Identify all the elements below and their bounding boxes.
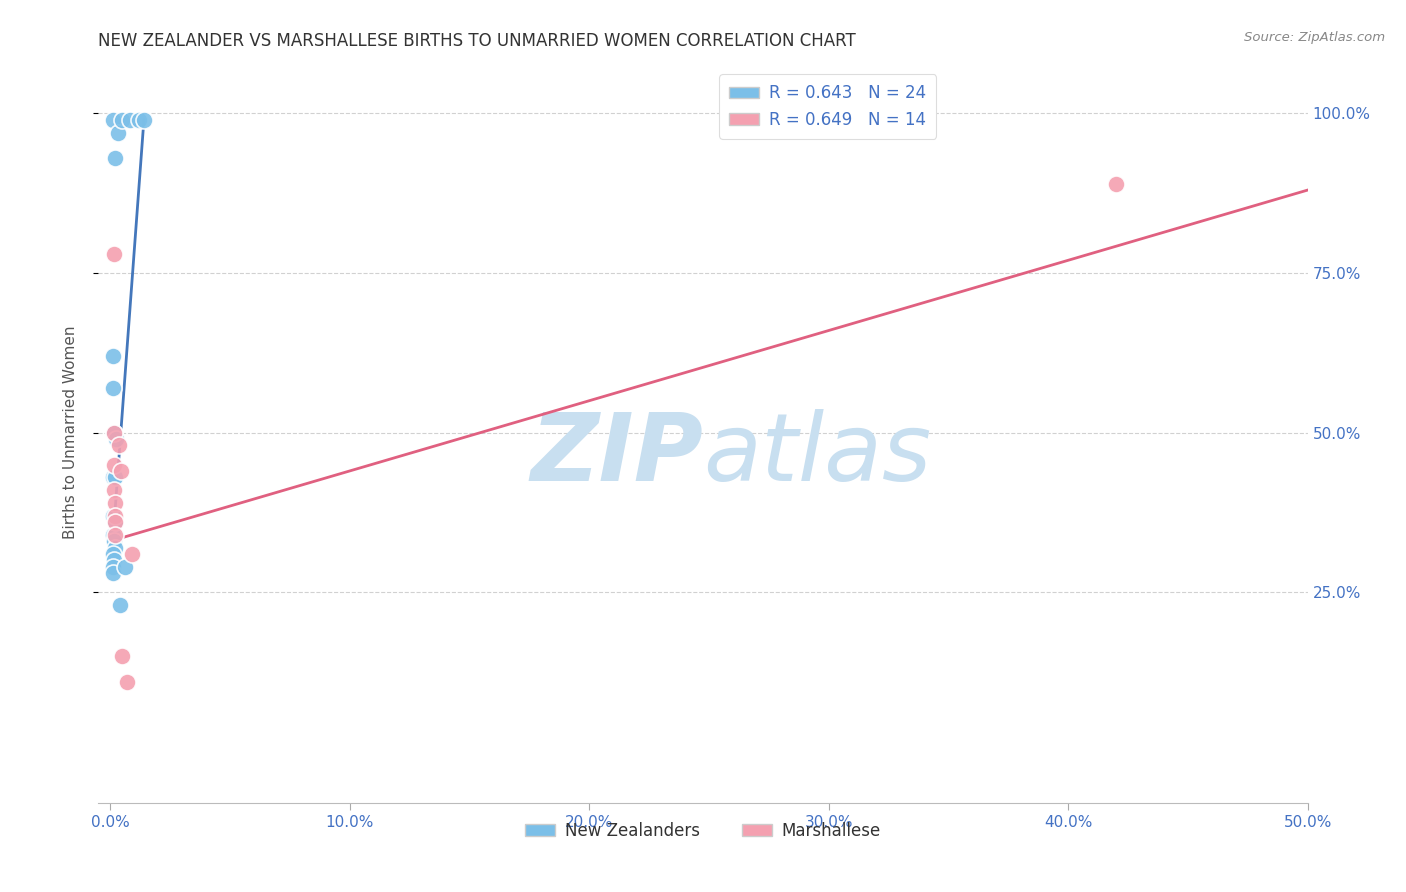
Point bbox=[132, 112, 155, 127]
Point bbox=[118, 112, 141, 127]
Point bbox=[104, 515, 127, 529]
Point bbox=[104, 527, 127, 541]
Point bbox=[101, 112, 124, 127]
Point bbox=[121, 547, 143, 561]
Point bbox=[103, 553, 125, 567]
Legend: New Zealanders, Marshallese: New Zealanders, Marshallese bbox=[519, 815, 887, 847]
Point bbox=[103, 458, 125, 472]
Point bbox=[103, 425, 125, 440]
Point bbox=[104, 508, 127, 523]
Point bbox=[103, 247, 125, 261]
Text: ZIP: ZIP bbox=[530, 409, 703, 500]
Point bbox=[107, 126, 129, 140]
Point bbox=[101, 381, 124, 395]
Point bbox=[111, 648, 134, 663]
Point bbox=[101, 527, 124, 541]
Point bbox=[101, 559, 124, 574]
Text: NEW ZEALANDER VS MARSHALLESE BIRTHS TO UNMARRIED WOMEN CORRELATION CHART: NEW ZEALANDER VS MARSHALLESE BIRTHS TO U… bbox=[98, 32, 856, 50]
Point bbox=[104, 496, 127, 510]
Point bbox=[101, 470, 124, 484]
Point bbox=[110, 464, 132, 478]
Point bbox=[104, 541, 127, 555]
Point bbox=[101, 349, 124, 363]
Point bbox=[128, 112, 150, 127]
Point bbox=[108, 598, 131, 612]
Point bbox=[103, 534, 125, 549]
Y-axis label: Births to Unmarried Women: Births to Unmarried Women bbox=[63, 326, 77, 540]
Text: atlas: atlas bbox=[703, 409, 931, 500]
Point bbox=[101, 566, 124, 580]
Point bbox=[111, 112, 134, 127]
Point bbox=[115, 674, 138, 689]
Point bbox=[104, 515, 127, 529]
Point bbox=[107, 438, 129, 452]
Point bbox=[104, 151, 127, 165]
Text: Source: ZipAtlas.com: Source: ZipAtlas.com bbox=[1244, 31, 1385, 45]
Point bbox=[103, 483, 125, 497]
Point bbox=[105, 432, 128, 446]
Point bbox=[101, 508, 124, 523]
Point bbox=[103, 425, 125, 440]
Point bbox=[114, 559, 136, 574]
Point bbox=[1105, 177, 1128, 191]
Point bbox=[104, 470, 127, 484]
Point bbox=[101, 547, 124, 561]
